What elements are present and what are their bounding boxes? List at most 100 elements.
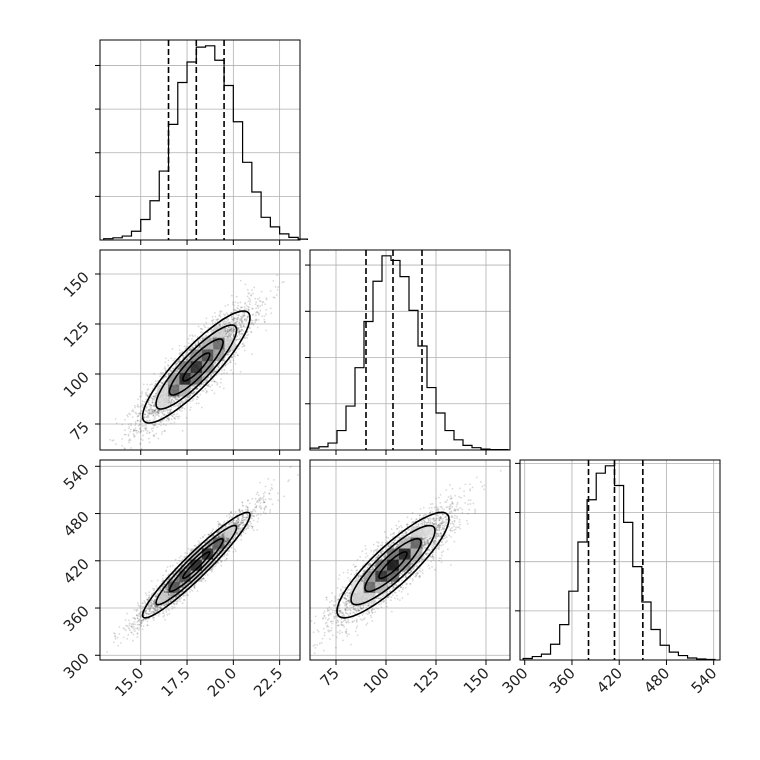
scatter-point bbox=[238, 337, 241, 340]
scatter-point bbox=[217, 366, 220, 369]
scatter-point bbox=[221, 535, 224, 538]
scatter-point bbox=[124, 433, 127, 436]
scatter-point bbox=[233, 328, 235, 331]
scatter-point bbox=[196, 395, 199, 398]
scatter-point bbox=[212, 363, 215, 366]
scatter-point bbox=[234, 321, 237, 324]
scatter-point bbox=[229, 329, 232, 332]
scatter-point bbox=[220, 378, 223, 381]
scatter-point bbox=[225, 332, 228, 335]
scatter-point bbox=[227, 333, 230, 336]
scatter-point bbox=[156, 413, 158, 416]
scatter-point bbox=[166, 411, 169, 414]
scatter-point bbox=[154, 392, 157, 395]
scatter-point bbox=[242, 325, 245, 328]
scatter-point bbox=[223, 323, 226, 326]
scatter-point bbox=[151, 401, 154, 404]
scatter-point bbox=[231, 332, 233, 334]
scatter-point bbox=[156, 411, 158, 413]
scatter-point bbox=[192, 391, 195, 394]
scatter-point bbox=[129, 422, 132, 425]
scatter-point bbox=[211, 372, 213, 375]
scatter-point bbox=[145, 410, 148, 412]
scatter-point bbox=[208, 542, 211, 544]
scatter-point bbox=[233, 353, 236, 356]
scatter-point bbox=[269, 511, 272, 513]
scatter-point bbox=[222, 313, 225, 316]
scatter-point bbox=[236, 335, 239, 337]
scatter-point bbox=[164, 361, 167, 364]
scatter-point bbox=[147, 409, 150, 411]
scatter-point bbox=[156, 411, 159, 414]
scatter-point bbox=[257, 319, 260, 321]
scatter-point bbox=[257, 311, 259, 314]
scatter-point bbox=[229, 349, 231, 352]
scatter-point bbox=[213, 380, 216, 383]
scatter-point bbox=[109, 438, 112, 441]
scatter-point bbox=[157, 411, 160, 413]
scatter-point bbox=[213, 380, 215, 383]
scatter-point bbox=[177, 360, 180, 363]
scatter-point bbox=[217, 323, 220, 326]
scatter-point bbox=[153, 403, 156, 406]
scatter-point bbox=[228, 350, 231, 353]
scatter-point bbox=[233, 326, 236, 329]
scatter-point bbox=[228, 329, 231, 332]
scatter-point bbox=[237, 327, 240, 330]
scatter-point bbox=[153, 424, 155, 427]
scatter-point bbox=[150, 603, 153, 606]
scatter-point bbox=[130, 447, 132, 449]
scatter-point bbox=[138, 427, 141, 430]
scatter-point bbox=[231, 356, 233, 359]
scatter-point bbox=[242, 514, 245, 516]
scatter-point bbox=[227, 330, 230, 333]
scatter-point bbox=[180, 555, 183, 558]
scatter-point bbox=[233, 330, 235, 333]
scatter-point bbox=[252, 322, 255, 325]
scatter-point bbox=[146, 394, 149, 397]
scatter-point bbox=[142, 429, 145, 432]
scatter-point bbox=[245, 512, 248, 515]
scatter-point bbox=[182, 356, 185, 359]
scatter-point bbox=[160, 424, 163, 427]
scatter-point bbox=[176, 413, 178, 415]
scatter-point bbox=[170, 406, 173, 409]
scatter-point bbox=[200, 544, 203, 547]
scatter-point bbox=[190, 387, 193, 390]
scatter-point bbox=[255, 311, 257, 314]
scatter-point bbox=[200, 406, 203, 409]
scatter-point bbox=[224, 333, 227, 335]
scatter-point bbox=[226, 330, 229, 333]
scatter-point bbox=[251, 314, 254, 316]
scatter-point bbox=[245, 319, 248, 321]
scatter-point bbox=[172, 367, 174, 370]
scatter-point bbox=[164, 430, 166, 432]
scatter-point bbox=[219, 549, 222, 551]
scatter-point bbox=[196, 388, 199, 390]
scatter-point bbox=[227, 353, 230, 356]
scatter-point bbox=[153, 423, 156, 426]
scatter-point bbox=[152, 410, 155, 412]
scatter-point bbox=[123, 433, 126, 436]
scatter-point bbox=[134, 422, 137, 425]
scatter-point bbox=[146, 411, 149, 414]
scatter-point bbox=[184, 347, 187, 350]
scatter-point bbox=[237, 302, 239, 304]
scatter-point bbox=[124, 429, 126, 432]
scatter-point bbox=[154, 416, 156, 418]
scatter-point bbox=[148, 409, 151, 412]
scatter-point bbox=[161, 382, 164, 385]
scatter-point bbox=[232, 318, 235, 321]
scatter-point bbox=[139, 616, 142, 618]
scatter-point bbox=[218, 535, 220, 538]
scatter-point bbox=[170, 594, 173, 597]
scatter-point bbox=[132, 428, 135, 431]
scatter-point bbox=[162, 409, 164, 411]
scatter-point bbox=[204, 541, 207, 544]
scatter-point bbox=[147, 416, 150, 419]
scatter-point bbox=[211, 335, 214, 338]
scatter-point bbox=[169, 401, 171, 403]
scatter-point bbox=[169, 408, 172, 411]
scatter-point bbox=[177, 368, 180, 371]
scatter-point bbox=[248, 303, 251, 305]
